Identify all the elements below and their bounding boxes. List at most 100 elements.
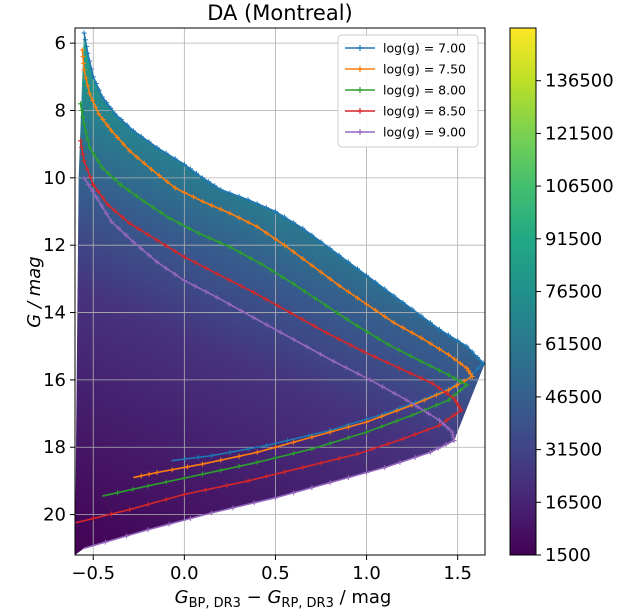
y-ticks: 6 8 10 12 14 16 18 20 [43, 33, 75, 526]
series-marker [181, 189, 187, 195]
series-marker [82, 37, 88, 43]
series-marker [227, 190, 233, 196]
series-marker [424, 427, 430, 433]
colorbar: 1500 16500 31500 46500 61500 76500 91500 106500… [509, 27, 614, 566]
series-marker [130, 486, 136, 492]
series-marker [90, 182, 96, 188]
colorbar-tick-label: 61500 [545, 334, 602, 355]
series-3 [77, 101, 470, 497]
series-marker [299, 316, 305, 322]
series-marker [370, 446, 376, 452]
series-marker [354, 295, 360, 301]
y-tick-label: 12 [43, 235, 66, 256]
y-tick-label: 8 [55, 101, 66, 122]
series-marker [146, 471, 152, 477]
series-marker [181, 254, 187, 260]
series-marker [93, 104, 99, 110]
series-marker [209, 510, 215, 516]
series-marker [327, 480, 333, 486]
series-marker [365, 329, 371, 335]
series-marker [384, 359, 390, 365]
series-marker [309, 232, 315, 238]
series-marker [355, 371, 361, 377]
legend-marker [357, 66, 363, 72]
series-marker [141, 160, 147, 166]
series-marker [83, 75, 89, 81]
series-marker [344, 316, 350, 322]
x-ticks: −0.5 0.0 0.5 1.0 1.5 [71, 555, 472, 584]
series-marker [138, 133, 144, 139]
series-marker [150, 204, 156, 210]
series-marker [81, 121, 87, 127]
series-marker [451, 412, 457, 418]
series-marker [84, 44, 90, 50]
series-line [75, 140, 463, 524]
series-marker [108, 105, 114, 111]
series-marker [458, 407, 464, 413]
series-marker [192, 283, 198, 289]
series-marker [127, 220, 133, 226]
series-marker [452, 375, 458, 381]
series-marker [245, 219, 251, 225]
series-marker [164, 179, 170, 185]
series-marker [206, 179, 212, 185]
series-marker [96, 111, 102, 117]
series-marker [108, 219, 114, 225]
series-marker [458, 379, 464, 385]
series-marker [85, 137, 91, 143]
series-marker [397, 459, 403, 465]
series-marker [475, 366, 481, 372]
series-marker [119, 214, 125, 220]
series-marker [87, 145, 93, 151]
series-marker [263, 443, 269, 449]
series-marker [108, 128, 114, 134]
series-marker [136, 226, 142, 232]
series-marker [187, 516, 193, 522]
series-marker [133, 193, 139, 199]
series-marker [446, 372, 452, 378]
temperature-fill-region [75, 28, 485, 555]
series-marker [375, 335, 381, 341]
series-marker [382, 464, 388, 470]
series-marker [309, 446, 315, 452]
series-marker [124, 122, 130, 128]
series-marker [245, 478, 251, 484]
series-marker [436, 422, 442, 428]
series-marker [469, 349, 475, 355]
series-marker [203, 265, 209, 271]
series-marker [427, 340, 433, 346]
series-marker [81, 158, 87, 164]
series-marker [203, 487, 209, 493]
series-marker [214, 294, 220, 300]
series-marker [443, 441, 449, 447]
series-marker [166, 521, 172, 527]
series-marker [446, 352, 452, 358]
legend-label: log(g) = 8.50 [383, 104, 466, 119]
series-marker [145, 232, 151, 238]
series-marker [169, 467, 175, 473]
series-marker [304, 344, 310, 350]
series-marker [327, 440, 333, 446]
series-marker [193, 170, 199, 176]
series-marker [418, 313, 424, 319]
series-marker [181, 278, 187, 284]
series-marker [345, 289, 351, 295]
series-marker [218, 457, 224, 463]
x-tick-label: 1.5 [443, 563, 472, 584]
series-marker [81, 30, 87, 36]
colorbar-tick-label: 121500 [545, 123, 614, 144]
series-line [81, 49, 474, 479]
series-marker [407, 353, 413, 359]
series-marker [336, 455, 342, 461]
series-marker [433, 392, 439, 398]
series-marker [96, 87, 102, 93]
x-tick-label: −0.5 [71, 563, 115, 584]
series-marker [112, 208, 118, 214]
series-marker [311, 323, 317, 329]
series-marker [80, 114, 86, 120]
series-marker [100, 116, 106, 122]
series-marker [116, 225, 122, 231]
series-marker [318, 239, 324, 245]
series-marker [181, 161, 187, 167]
